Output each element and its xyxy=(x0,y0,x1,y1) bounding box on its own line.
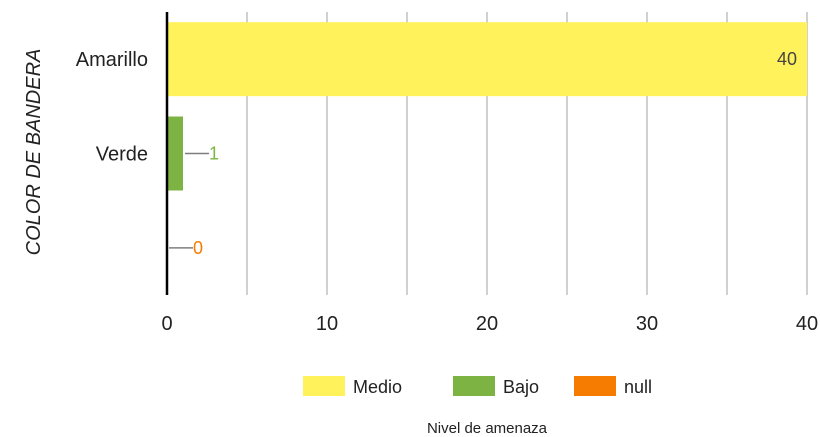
data-label: 0 xyxy=(193,238,203,258)
category-labels: Amarillo Verde xyxy=(76,49,148,165)
x-tick-label: 20 xyxy=(476,313,498,335)
legend-title: Nivel de amenaza xyxy=(427,420,548,437)
x-tick-label: 0 xyxy=(161,313,172,335)
data-label: 40 xyxy=(777,49,797,69)
legend-swatch xyxy=(453,376,495,396)
legend-swatch xyxy=(574,376,616,396)
category-label: Verde xyxy=(96,144,148,166)
legend-label: Bajo xyxy=(503,377,539,397)
data-label: 1 xyxy=(209,144,219,164)
x-tick-label: 10 xyxy=(316,313,338,335)
legend: Medio Bajo null xyxy=(303,376,652,397)
legend-label: Medio xyxy=(353,377,402,397)
bar xyxy=(167,116,183,191)
x-tick-label: 40 xyxy=(796,313,818,335)
legend-label: null xyxy=(624,377,652,397)
bars: 40 1 0 xyxy=(167,22,807,258)
x-tick-label: 30 xyxy=(636,313,658,335)
y-axis-title: COLOR DE BANDERA xyxy=(23,49,45,256)
category-label: Amarillo xyxy=(76,49,148,71)
x-tick-labels: 0 10 20 30 40 xyxy=(161,313,818,335)
legend-swatch xyxy=(303,376,345,396)
bar xyxy=(167,22,807,97)
